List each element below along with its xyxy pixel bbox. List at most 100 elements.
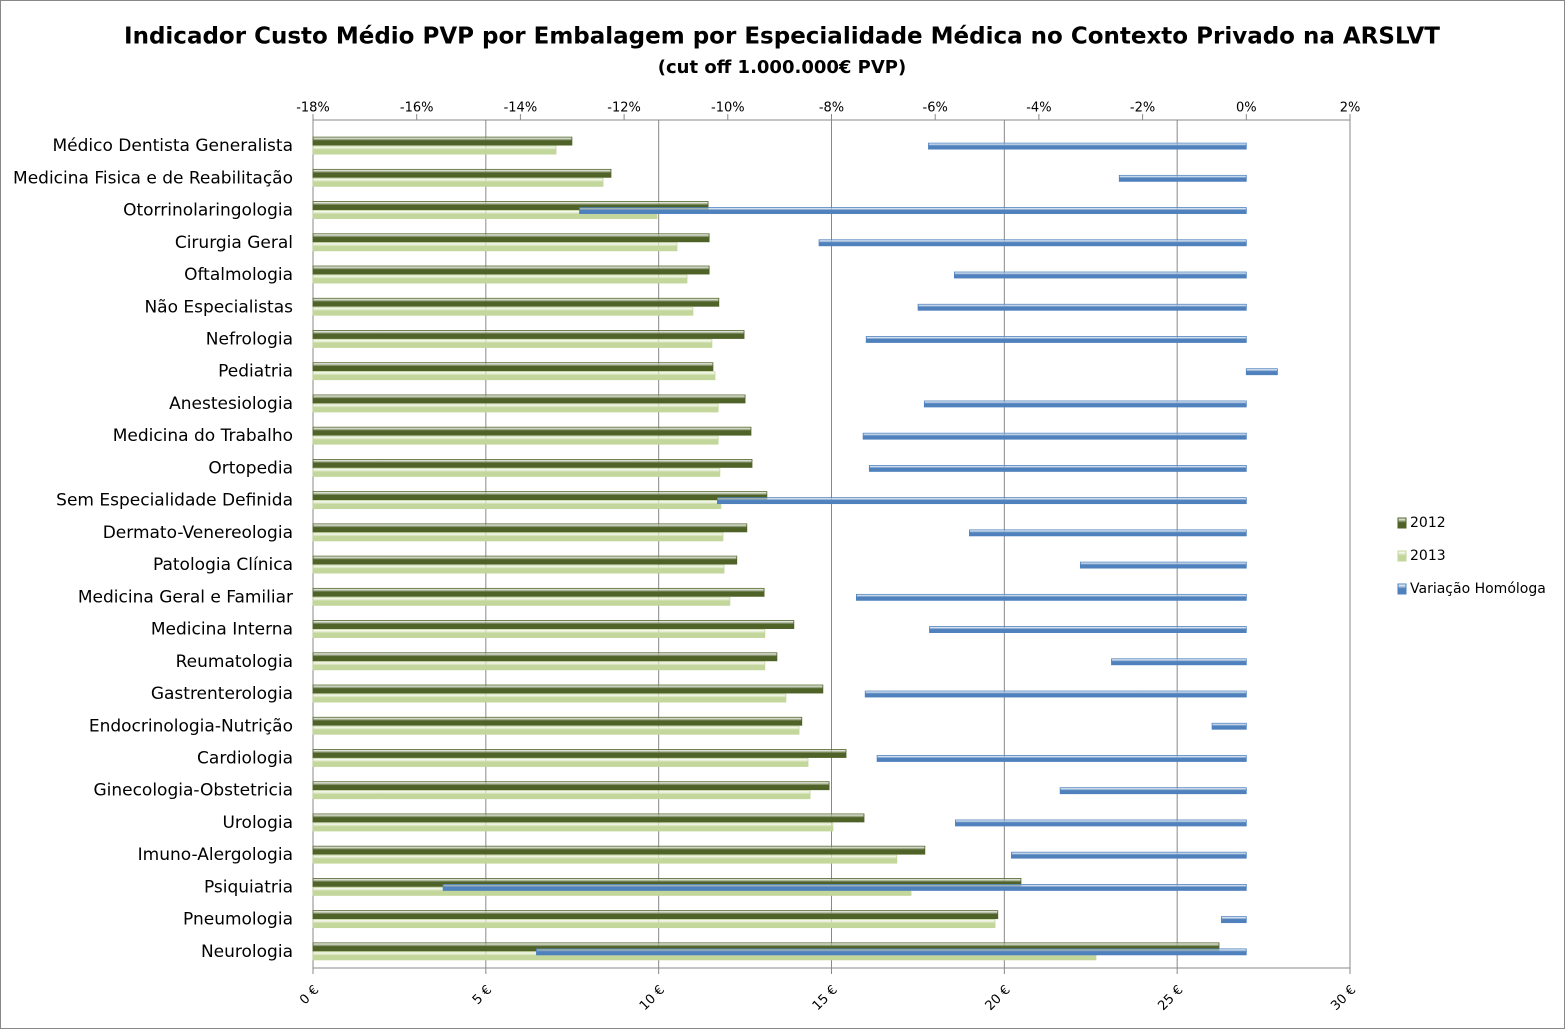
x2-tick-label: 0% (1236, 101, 1257, 116)
y-tick-label: Urologia (222, 813, 293, 833)
y-tick-label: Nefrologia (206, 330, 293, 350)
bar (312, 845, 926, 855)
x2-tick-label: -4% (1026, 101, 1051, 116)
y-tick-label: Oftalmologia (184, 265, 293, 285)
bar (312, 491, 768, 501)
bar (312, 758, 809, 767)
bar (312, 854, 898, 864)
x2-tick-label: -10% (711, 101, 745, 116)
bar (312, 523, 748, 533)
bar (1118, 174, 1247, 182)
chart-title: Indicador Custo Médio PVP por Embalagem … (124, 24, 1440, 50)
bar (312, 532, 724, 542)
y-tick-label: Reumatologia (176, 652, 293, 672)
legend-label: 2012 (1410, 515, 1446, 531)
chart-subtitle: (cut off 1.000.000€ PVP) (658, 57, 906, 78)
bar (862, 432, 1247, 440)
legend-swatch (1397, 550, 1407, 562)
y-tick-label: Medicina Interna (151, 620, 293, 640)
legend-swatch (1397, 517, 1407, 529)
bar (312, 339, 713, 348)
bar (312, 233, 710, 243)
bar (969, 529, 1247, 537)
bar (312, 596, 731, 606)
bar (312, 394, 746, 404)
bar (312, 684, 824, 694)
x2-tick-label: -12% (607, 101, 641, 116)
y-tick-label: Cardiologia (197, 749, 293, 769)
bar (312, 330, 745, 339)
bar (312, 629, 766, 638)
bar (312, 587, 765, 597)
bar (1221, 916, 1247, 924)
x2-tick-label: -8% (819, 101, 844, 116)
bar (312, 500, 722, 510)
bar (312, 265, 710, 275)
y-tick-label: Imuno-Alergologia (138, 845, 293, 865)
legend-swatch (1397, 583, 1407, 595)
y-tick-label: Cirurgia Geral (175, 233, 293, 253)
y-tick-label: Pediatria (218, 362, 293, 382)
bar (312, 136, 573, 146)
bar (442, 884, 1247, 891)
bar (312, 790, 811, 800)
x2-tick-label: -18% (296, 101, 330, 116)
bar (717, 497, 1247, 505)
bar (312, 297, 720, 307)
bar (312, 168, 612, 178)
bar (312, 555, 738, 565)
legend-label: 2013 (1410, 548, 1446, 564)
bar (312, 564, 725, 574)
bar (312, 403, 719, 413)
bar (312, 919, 996, 929)
x2-tick-label: -16% (400, 101, 434, 116)
y-tick-label: Psiquiatria (204, 877, 293, 897)
y-tick-label: Neurologia (201, 942, 293, 962)
bar (1211, 722, 1247, 730)
bar (312, 781, 830, 791)
y-tick-label: Medicina do Trabalho (113, 426, 293, 446)
bar (917, 303, 1247, 311)
y-tick-label: Não Especialistas (144, 297, 293, 317)
bar (312, 371, 716, 381)
bar (1111, 658, 1247, 666)
bar (923, 400, 1247, 408)
bar (579, 207, 1247, 214)
y-tick-label: Anestesiologia (169, 394, 293, 414)
y-tick-label: Médico Dentista Generalista (52, 136, 293, 156)
bar (312, 749, 847, 758)
bar (312, 426, 752, 436)
bar (1011, 851, 1247, 859)
bar (312, 693, 787, 703)
bar (312, 716, 803, 726)
bar (864, 690, 1247, 698)
y-tick-label: Dermato-Venereologia (103, 523, 293, 543)
bar (312, 620, 795, 629)
bar (312, 910, 999, 920)
y-tick-label: Patologia Clínica (153, 555, 293, 575)
bar (1079, 561, 1247, 569)
bar (818, 239, 1247, 247)
bar (312, 459, 753, 468)
bar (312, 661, 766, 671)
y-tick-label: Ginecologia-Obstetricia (93, 781, 293, 801)
y-tick-label: Otorrinolaringologia (123, 201, 293, 221)
bar (953, 271, 1247, 279)
bar (955, 819, 1247, 827)
bar (312, 435, 719, 445)
bar (312, 652, 778, 662)
x2-tick-label: 2% (1340, 101, 1361, 116)
bar (312, 210, 658, 219)
bar (312, 145, 557, 155)
y-tick-label: Sem Especialidade Definida (56, 491, 293, 511)
legend-label: Variação Homóloga (1410, 581, 1546, 597)
bar (312, 362, 714, 372)
x2-tick-label: -6% (923, 101, 948, 116)
bar (929, 626, 1247, 633)
bar (312, 242, 678, 252)
bar (868, 465, 1247, 472)
y-tick-label: Medicina Fisica e de Reabilitação (13, 168, 293, 188)
bar (312, 468, 721, 477)
